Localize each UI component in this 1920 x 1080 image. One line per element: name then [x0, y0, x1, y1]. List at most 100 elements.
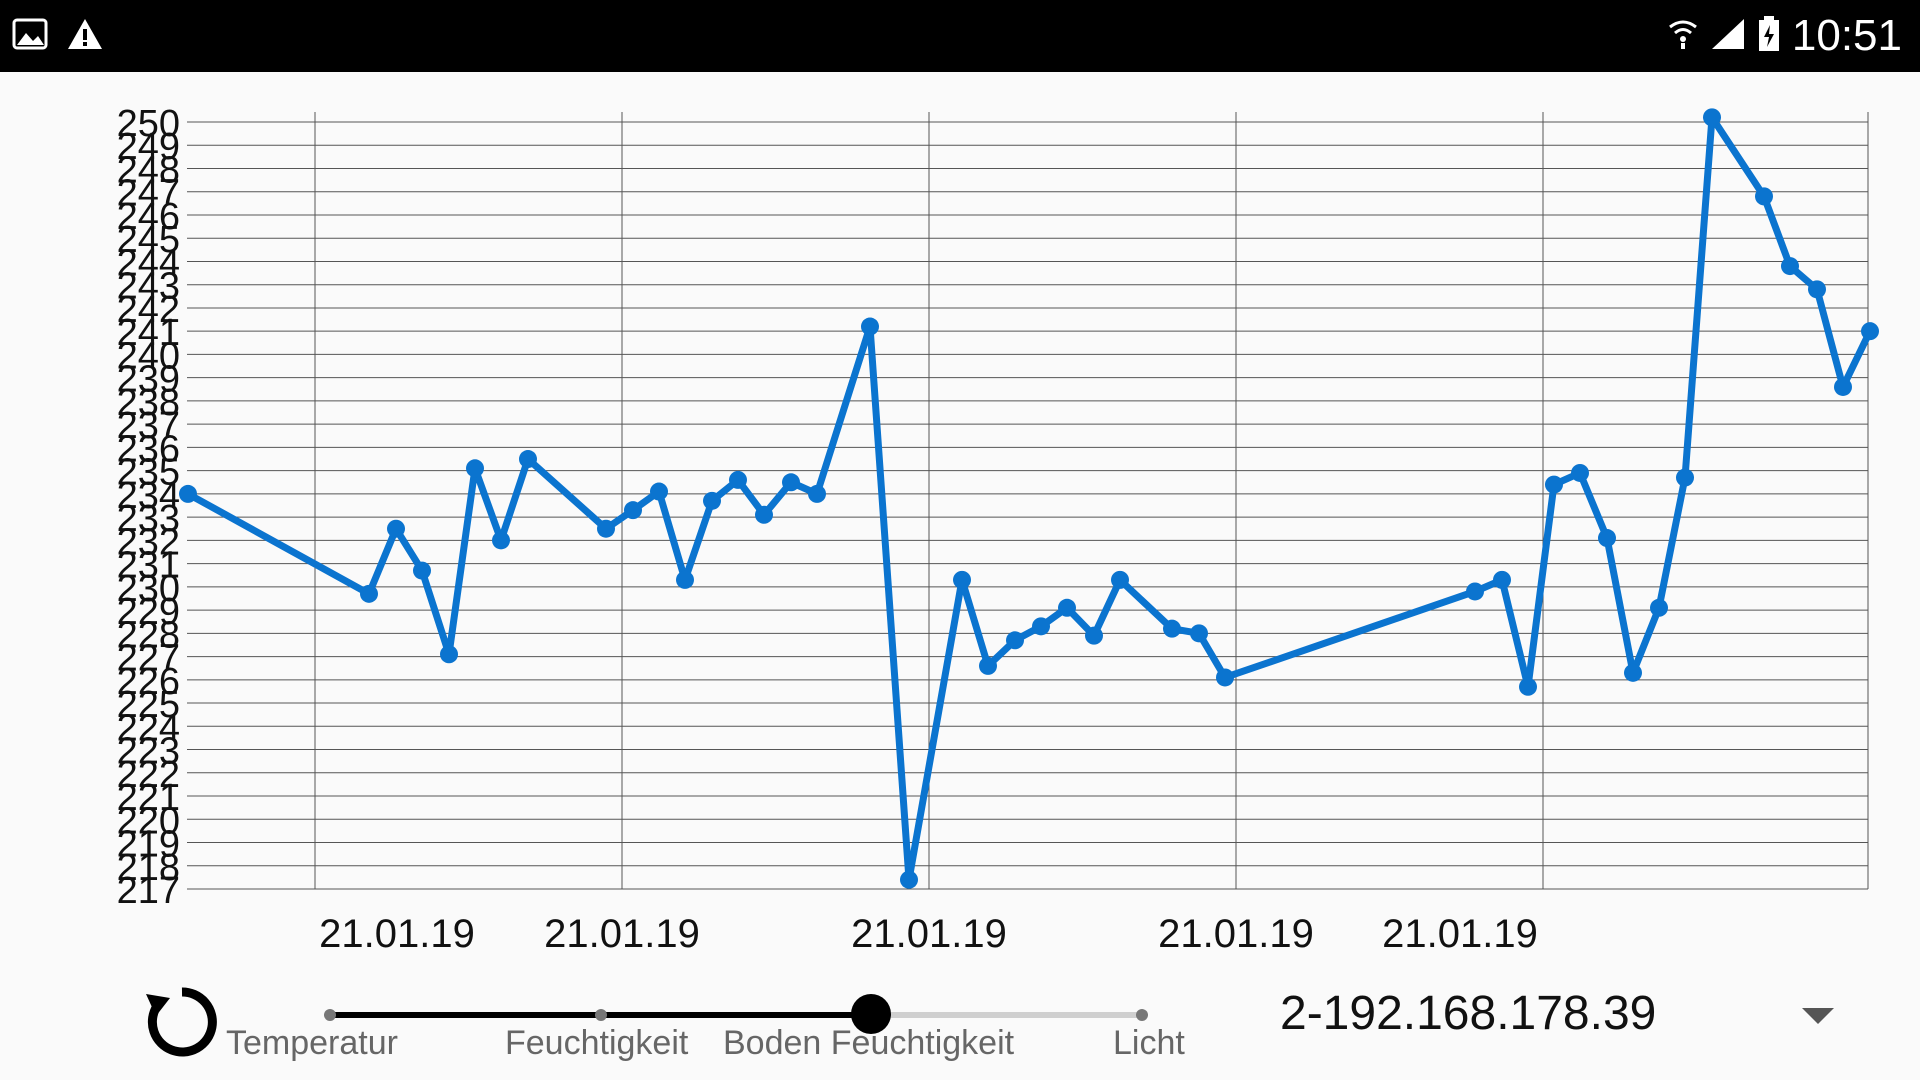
status-time: 10:51 — [1791, 11, 1902, 60]
data-point — [1466, 582, 1484, 601]
refresh-icon[interactable] — [140, 980, 224, 1064]
data-point — [1834, 377, 1852, 396]
data-point — [413, 561, 431, 580]
y-tick-label: 250 — [117, 103, 180, 145]
data-point — [519, 450, 537, 469]
y-tick-label: 234 — [117, 475, 180, 517]
y-tick-label: 231 — [117, 545, 180, 587]
y-tick-label: 233 — [117, 498, 180, 540]
data-point — [1545, 475, 1563, 494]
slider-thumb[interactable] — [851, 994, 892, 1034]
data-point — [179, 484, 197, 503]
data-point — [360, 584, 378, 603]
signal-icon — [1710, 17, 1746, 56]
dropdown-arrow-icon[interactable] — [1802, 1008, 1834, 1024]
y-tick-label: 236 — [117, 428, 180, 470]
battery-icon — [1758, 15, 1780, 57]
y-tick-label: 220 — [117, 800, 180, 842]
y-tick-label: 237 — [117, 405, 180, 447]
slider-label-feuchtigkeit[interactable]: Feuchtigkeit — [505, 1024, 689, 1062]
y-tick-label: 221 — [117, 777, 180, 819]
y-tick-label: 219 — [117, 824, 180, 866]
y-tick-label: 238 — [117, 382, 180, 424]
chart-area: 217 218 219 220 221 222 223 224 225 226 227 228 229 2… — [0, 72, 1920, 972]
y-tick-label: 244 — [117, 242, 180, 284]
x-tick-label: 21.01.19 — [1382, 912, 1538, 956]
y-tick-label: 235 — [117, 452, 180, 494]
data-point — [387, 519, 405, 538]
data-point — [755, 505, 773, 524]
x-tick-label: 21.01.19 — [544, 912, 700, 956]
data-point — [782, 473, 800, 492]
slider-tick — [324, 1009, 336, 1021]
slider-tick — [594, 1009, 607, 1021]
data-point — [1703, 108, 1721, 127]
data-point — [597, 519, 615, 538]
y-tick-label: 228 — [117, 614, 180, 656]
y-tick-label: 247 — [117, 173, 180, 215]
data-point — [1493, 570, 1511, 589]
data-point — [676, 570, 694, 589]
y-tick-label: 246 — [117, 196, 180, 238]
data-point — [1058, 598, 1076, 617]
y-tick-label: 230 — [117, 568, 180, 610]
y-tick-label: 241 — [117, 312, 180, 354]
y-tick-label: 217 — [117, 870, 180, 912]
status-bar: 10:51 — [0, 0, 1920, 72]
y-tick-label: 223 — [117, 731, 180, 773]
data-point — [1085, 626, 1103, 645]
data-point — [1519, 677, 1537, 696]
data-point — [1861, 322, 1879, 341]
y-tick-label: 226 — [117, 661, 180, 703]
data-point — [1624, 663, 1642, 682]
y-tick-label: 245 — [117, 219, 180, 261]
data-point — [703, 491, 721, 510]
data-point — [1571, 463, 1589, 482]
data-point — [979, 656, 997, 675]
data-point — [1163, 619, 1181, 638]
data-point — [1006, 631, 1024, 650]
y-tick-label: 242 — [117, 289, 180, 331]
slider-label-temperatur[interactable]: Temperatur — [226, 1024, 398, 1062]
data-point — [1216, 668, 1234, 687]
x-tick-label: 21.01.19 — [851, 912, 1007, 956]
series-line — [186, 113, 1874, 884]
data-point — [466, 459, 484, 478]
slider-label-boden-feuchtigkeit[interactable]: Boden Feuchtigkeit — [723, 1024, 1015, 1062]
data-point — [861, 317, 879, 336]
x-tick-label: 21.01.19 — [319, 912, 475, 956]
y-tick-label: 229 — [117, 591, 180, 633]
y-tick-label: 224 — [117, 707, 180, 749]
data-point — [492, 531, 510, 550]
wifi-icon — [1668, 17, 1698, 56]
x-tick-label: 21.01.19 — [1158, 912, 1314, 956]
data-point — [1676, 468, 1694, 487]
slider-label-licht[interactable]: Licht — [1113, 1024, 1185, 1062]
data-point — [1781, 257, 1799, 276]
device-select-value[interactable]: 2-192.168.178.39 — [1280, 987, 1657, 1040]
data-point — [1808, 280, 1826, 299]
sensor-slider[interactable] — [324, 994, 1148, 1034]
y-tick-label: 222 — [117, 754, 180, 796]
data-point — [953, 570, 971, 589]
data-point — [900, 870, 918, 889]
y-tick-label: 218 — [117, 847, 180, 889]
data-point — [650, 482, 668, 501]
data-point — [1650, 598, 1668, 617]
y-tick-label: 225 — [117, 684, 180, 726]
y-tick-label: 249 — [117, 126, 180, 168]
data-point — [440, 645, 458, 664]
data-point — [624, 501, 642, 520]
y-tick-label: 240 — [117, 335, 180, 377]
y-tick-label: 243 — [117, 266, 180, 308]
warning-icon — [66, 17, 104, 56]
slider-tick — [1136, 1009, 1148, 1021]
data-point — [729, 470, 747, 489]
data-point — [1755, 187, 1773, 206]
data-point — [808, 484, 826, 503]
y-tick-label: 232 — [117, 521, 180, 563]
image-icon — [12, 18, 48, 55]
data-point — [1032, 617, 1050, 636]
data-point — [1598, 529, 1616, 548]
y-tick-label: 248 — [117, 149, 180, 191]
